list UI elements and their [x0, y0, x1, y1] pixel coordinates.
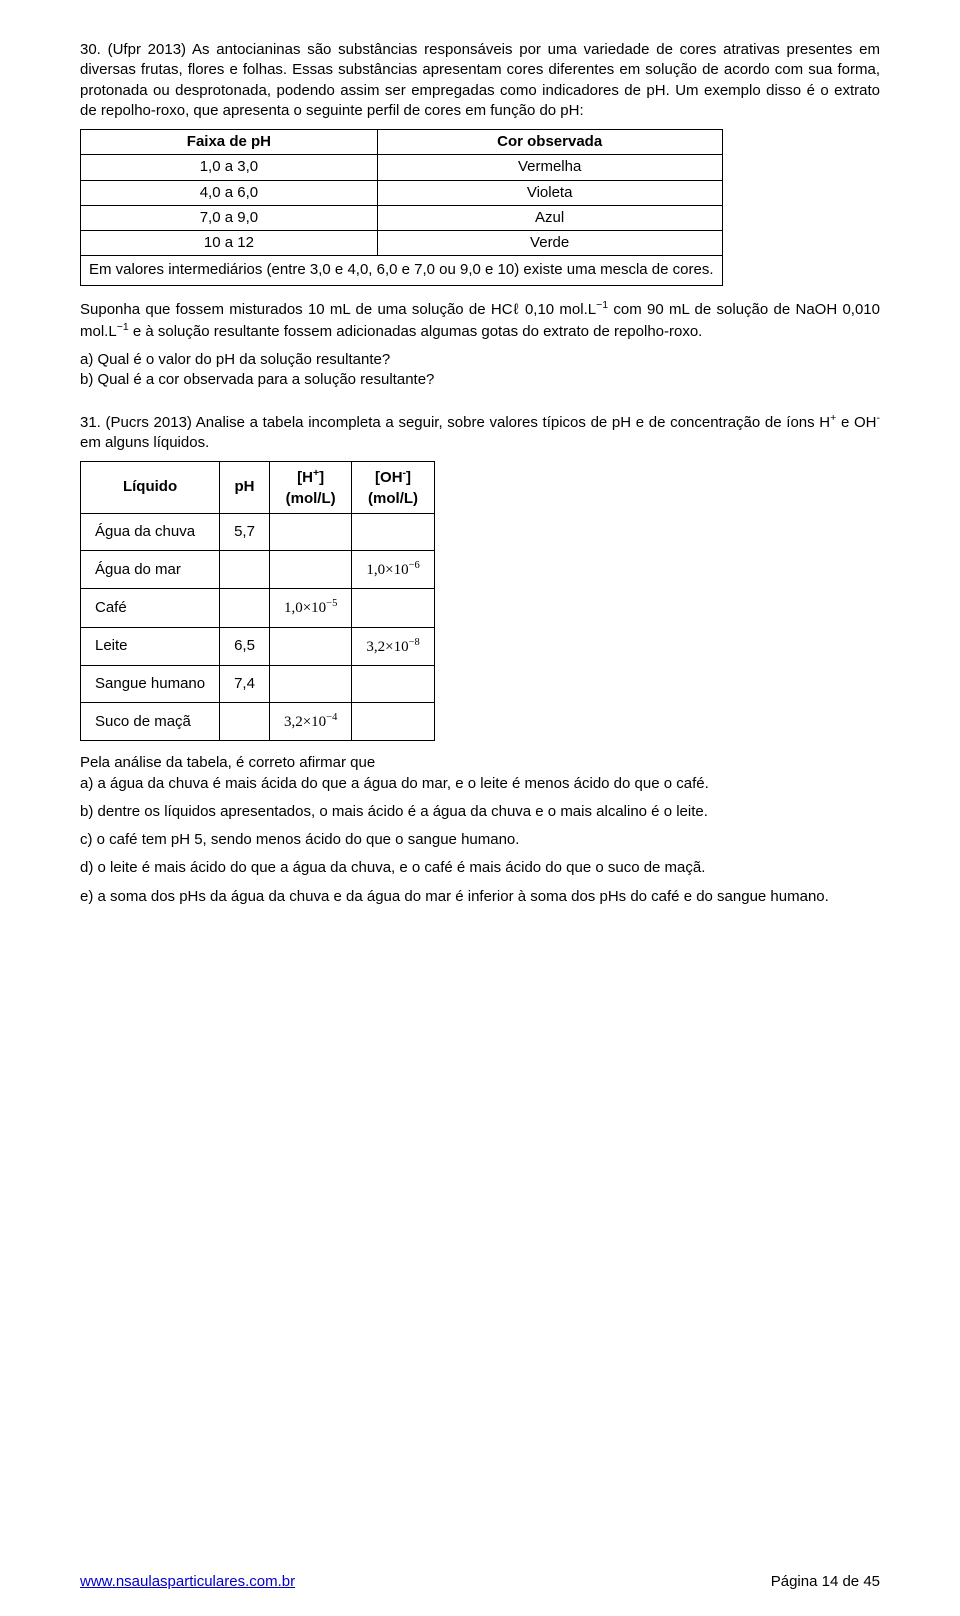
- table-cell: Suco de maçã: [81, 703, 220, 741]
- table-cell: 3,2×10−8: [352, 627, 434, 665]
- table-cell: Leite: [81, 627, 220, 665]
- q30-b: b) Qual é a cor observada para a solução…: [80, 370, 880, 390]
- table-cell: 1,0 a 3,0: [81, 155, 378, 180]
- table-cell: [220, 589, 270, 627]
- exponent: −1: [117, 321, 129, 333]
- exponent: −1: [596, 299, 608, 311]
- table-cell: [269, 551, 351, 589]
- table-cell: [352, 703, 434, 741]
- q31-table: Líquido pH [H+](mol/L) [OH-](mol/L) Água…: [80, 461, 435, 741]
- q31-th-ph: pH: [220, 462, 270, 514]
- text: e à solução resultante fossem adicionada…: [129, 323, 703, 340]
- q31-opt-e: e) a soma dos pHs da água da chuva e da …: [80, 887, 880, 907]
- table-cell: 7,0 a 9,0: [81, 205, 378, 230]
- table-cell: [352, 513, 434, 550]
- q31-after: Pela análise da tabela, é correto afirma…: [80, 753, 880, 773]
- table-cell: 3,2×10−4: [269, 703, 351, 741]
- table-cell: Café: [81, 589, 220, 627]
- table-cell: 10 a 12: [81, 231, 378, 256]
- text: 31.: [80, 414, 106, 431]
- text: (Pucrs 2013) Analise a tabela incompleta…: [106, 414, 831, 431]
- table-cell: Verde: [377, 231, 722, 256]
- q30-a: a) Qual é o valor do pH da solução resul…: [80, 350, 880, 370]
- q30-th-cor: Cor observada: [377, 130, 722, 155]
- footer-page: Página 14 de 45: [771, 1572, 880, 1592]
- table-cell: 7,4: [220, 665, 270, 702]
- table-cell: Água da chuva: [81, 513, 220, 550]
- table-cell: 5,7: [220, 513, 270, 550]
- table-cell: [352, 589, 434, 627]
- q31-th-h: [H+](mol/L): [269, 462, 351, 514]
- table-cell: Vermelha: [377, 155, 722, 180]
- table-cell: Água do mar: [81, 551, 220, 589]
- table-cell: 6,5: [220, 627, 270, 665]
- table-cell: Sangue humano: [81, 665, 220, 702]
- table-cell: [269, 665, 351, 702]
- table-cell: [352, 665, 434, 702]
- q31-th-oh: [OH-](mol/L): [352, 462, 434, 514]
- q31-opt-a: a) a água da chuva é mais ácida do que a…: [80, 774, 880, 794]
- q31-opt-c: c) o café tem pH 5, sendo menos ácido do…: [80, 830, 880, 850]
- q31-opt-d: d) o leite é mais ácido do que a água da…: [80, 858, 880, 878]
- table-cell: [269, 627, 351, 665]
- q31-th-liquido: Líquido: [81, 462, 220, 514]
- q31-intro: 31. (Pucrs 2013) Analise a tabela incomp…: [80, 411, 880, 454]
- table-cell: 1,0×10−5: [269, 589, 351, 627]
- text: e OH: [836, 414, 876, 431]
- table-cell: Azul: [377, 205, 722, 230]
- table-cell: 4,0 a 6,0: [81, 180, 378, 205]
- table-cell: [269, 513, 351, 550]
- exponent: -: [876, 412, 880, 424]
- text: em alguns líquidos.: [80, 434, 209, 451]
- table-cell: 1,0×10−6: [352, 551, 434, 589]
- footer-url[interactable]: www.nsaulasparticulares.com.br: [80, 1572, 295, 1592]
- text: Suponha que fossem misturados 10 mL de u…: [80, 301, 596, 318]
- q31-opt-b: b) dentre os líquidos apresentados, o ma…: [80, 802, 880, 822]
- table-cell: Violeta: [377, 180, 722, 205]
- table-cell: [220, 703, 270, 741]
- q30-intro: 30. (Ufpr 2013) As antocianinas são subs…: [80, 40, 880, 121]
- table-cell: [220, 551, 270, 589]
- q30-after-table: Suponha que fossem misturados 10 mL de u…: [80, 298, 880, 343]
- q30-table-note: Em valores intermediários (entre 3,0 e 4…: [81, 256, 723, 285]
- q30-table: Faixa de pH Cor observada 1,0 a 3,0Verme…: [80, 129, 723, 286]
- q30-th-faixa: Faixa de pH: [81, 130, 378, 155]
- page-footer: www.nsaulasparticulares.com.br Página 14…: [80, 1571, 880, 1592]
